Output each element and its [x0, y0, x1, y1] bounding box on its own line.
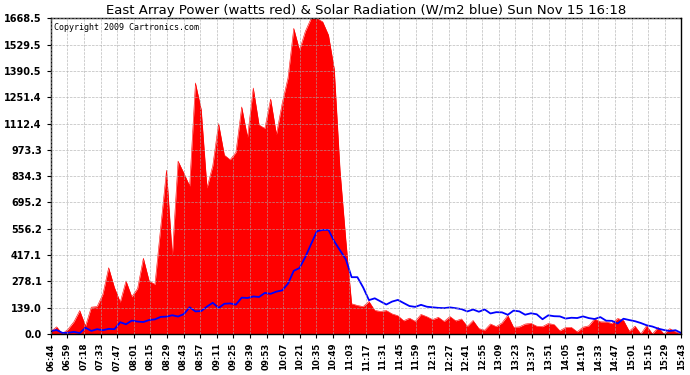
- Title: East Array Power (watts red) & Solar Radiation (W/m2 blue) Sun Nov 15 16:18: East Array Power (watts red) & Solar Rad…: [106, 4, 627, 17]
- Text: Copyright 2009 Cartronics.com: Copyright 2009 Cartronics.com: [54, 23, 199, 32]
